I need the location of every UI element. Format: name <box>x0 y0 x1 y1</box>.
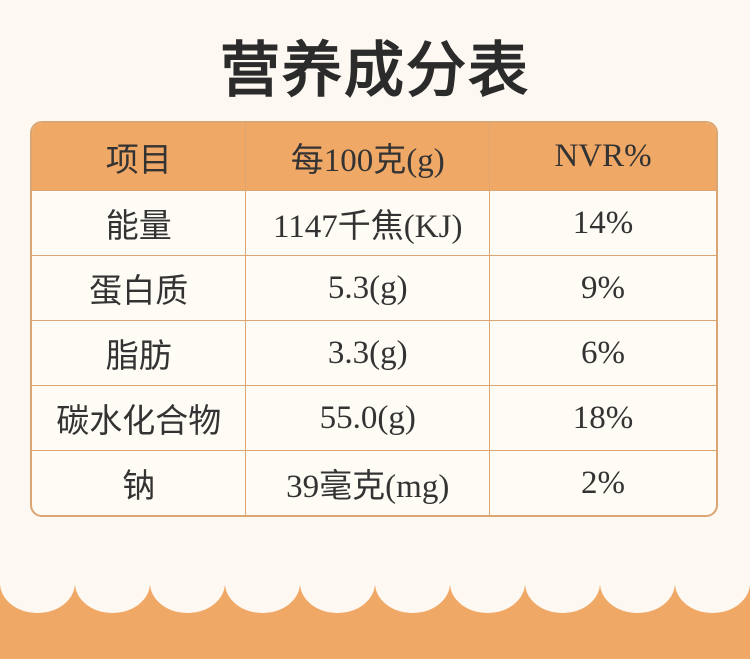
header-cell: 项目 <box>32 123 247 191</box>
table-cell: 3.3(g) <box>246 321 491 386</box>
table-cell: 脂肪 <box>32 321 247 386</box>
page-title: 营养成分表 <box>220 38 530 104</box>
table-cell: 55.0(g) <box>246 386 491 451</box>
table-cell: 6% <box>490 321 716 386</box>
table-cell: 钠 <box>32 451 247 515</box>
nutrition-table: 项目 每100克(g) NVR% 能量 1147千焦(KJ) 14% 蛋白质 5.3(g) 9… <box>30 121 718 517</box>
header-cell: NVR% <box>490 123 716 191</box>
table-row: 蛋白质 5.3(g) 9% <box>32 256 716 321</box>
table-cell: 9% <box>490 256 716 321</box>
table-cell: 能量 <box>32 191 247 256</box>
header-row: 项目 每100克(g) NVR% <box>32 123 716 191</box>
wave-decoration <box>0 570 750 659</box>
table-cell: 碳水化合物 <box>32 386 247 451</box>
table-cell: 5.3(g) <box>246 256 491 321</box>
table-cell: 2% <box>581 464 626 501</box>
table-row: 钠 39毫克(mg) 2% <box>32 451 716 515</box>
table-body: 能量 1147千焦(KJ) 14% 蛋白质 5.3(g) 9% 脂肪 3.3(g) 6% 碳水化合… <box>32 191 716 515</box>
table-cell: 1147千焦(KJ) <box>246 191 491 256</box>
table-row: 能量 1147千焦(KJ) 14% <box>32 191 716 256</box>
table-cell: 蛋白质 <box>32 256 247 321</box>
table-cell: 39毫克(mg) <box>246 451 491 515</box>
wave-scallops <box>0 570 750 613</box>
table-cell: 18% <box>490 386 716 451</box>
table-row: 脂肪 3.3(g) 6% <box>32 321 716 386</box>
header-cell: 每100克(g) <box>246 123 491 191</box>
table-cell: 14% <box>490 191 716 256</box>
table-row: 碳水化合物 55.0(g) 18% <box>32 386 716 451</box>
